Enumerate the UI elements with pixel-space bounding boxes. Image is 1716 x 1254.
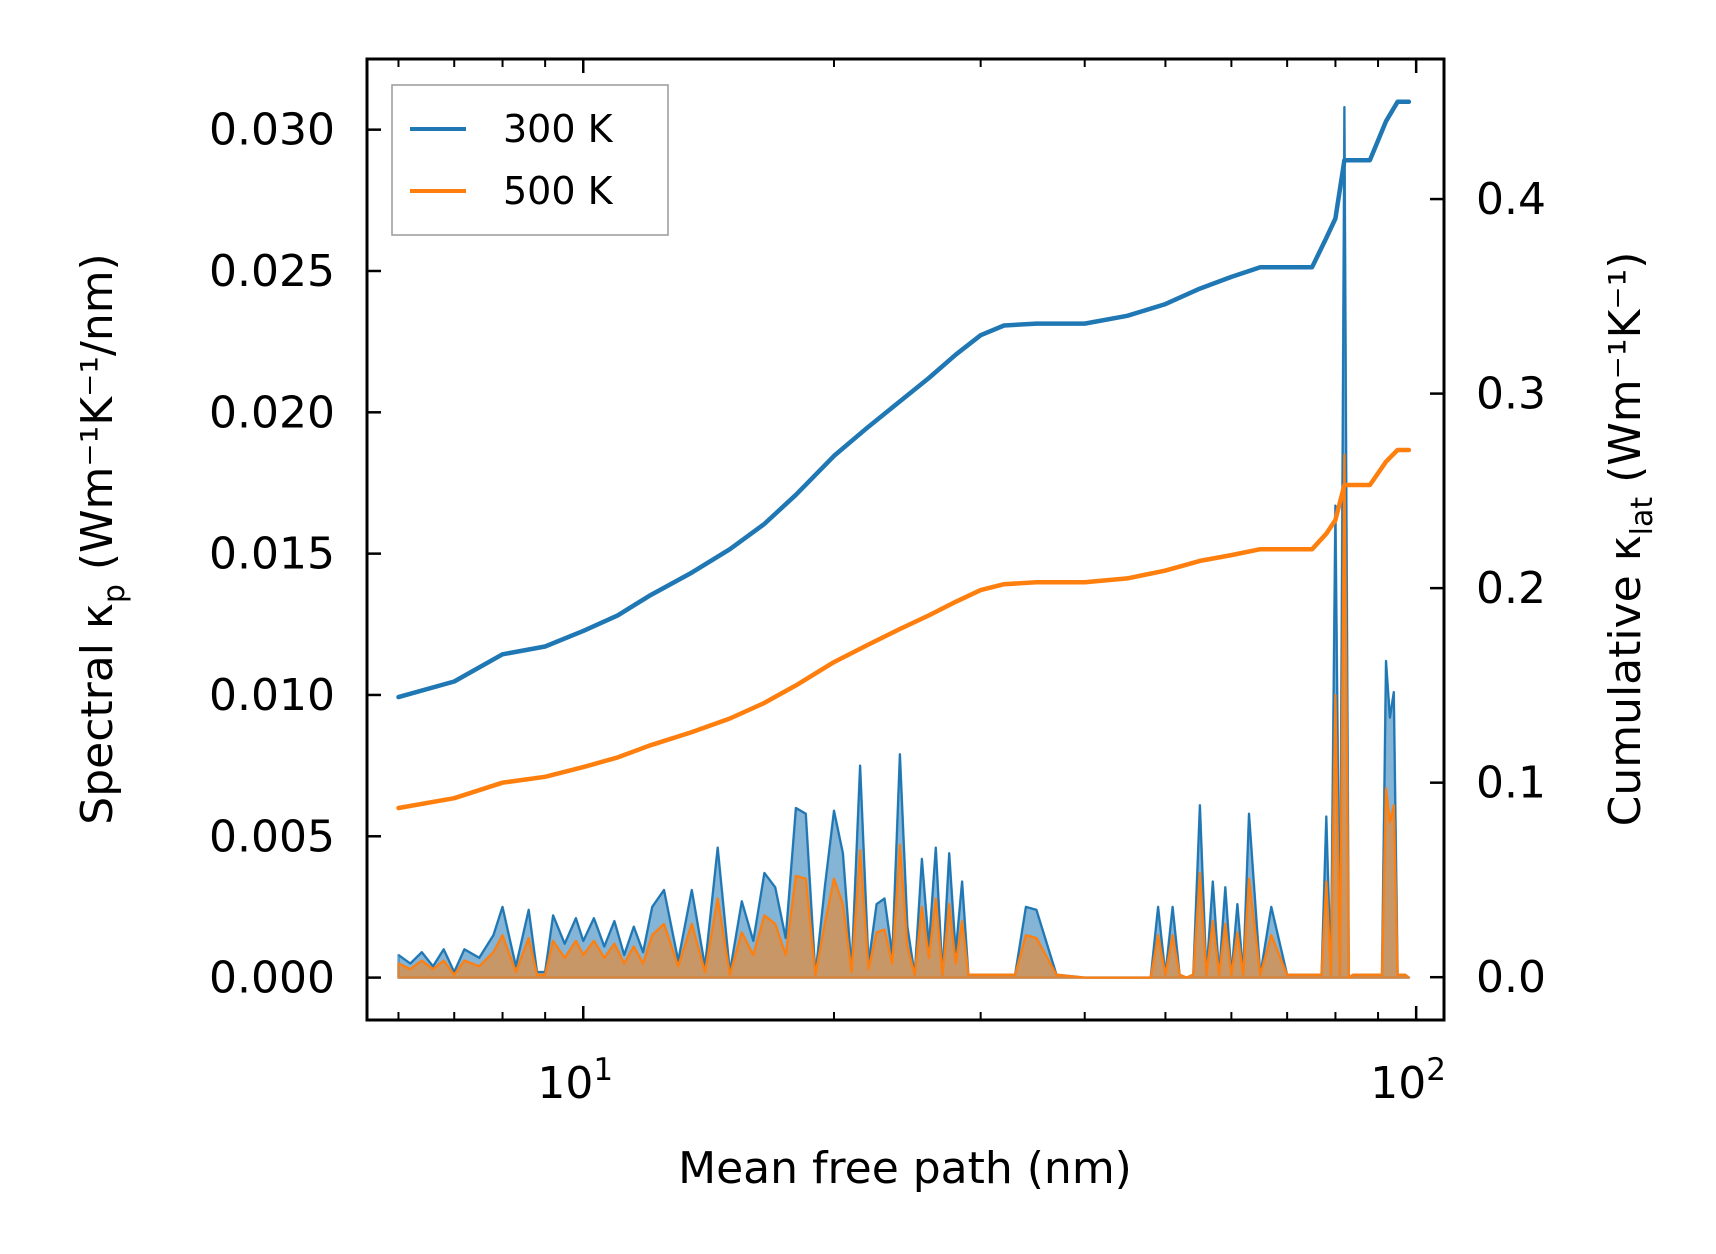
right-y-tick-label: 0.1 [1476,758,1546,809]
x-tick-label: 101 [537,1052,613,1109]
legend-label-500k: 500 K [503,169,614,213]
left-y-tick-label: 0.000 [209,953,335,1004]
plot-area [396,99,1412,979]
right-y-title-unit: Wm⁻¹K⁻¹ [1600,269,1651,466]
x-tick-label: 102 [1370,1052,1446,1109]
right-y-tick-label: 0.4 [1476,174,1546,225]
x-tick-label-exponent: 2 [1426,1052,1446,1088]
left-y-tick-label: 0.030 [209,105,335,156]
left-y-tick-label: 0.020 [209,387,335,438]
x-axis-title: Mean free path (nm) [678,1143,1132,1194]
right-y-title-sub: lat [1625,497,1660,536]
ticks-layer: 0.000 0.005 0.010 0.015 0.020 0.025 0.030 0.0 0.… [209,59,1546,1109]
left-y-tick-label: 0.005 [209,811,335,862]
x-tick-label-base: 10 [537,1058,593,1109]
right-y-title-main: Cumulative κ [1600,535,1651,826]
x-tick-label-exponent: 1 [593,1052,613,1088]
right-y-axis-title: Cumulative κlat (Wm⁻¹K⁻¹) [1600,252,1660,827]
left-y-tick-label: 0.010 [209,670,335,721]
legend: 300 K 500 K [391,84,669,236]
legend-label-300k: 300 K [503,107,614,151]
left-y-title-unit: Wm⁻¹K⁻¹/nm [72,270,123,553]
left-y-tick-label: 0.015 [209,529,335,580]
cumulative-line-500k [396,447,1412,811]
cumulative-line-300k [396,99,1412,700]
legend-box [391,84,669,236]
left-y-title-main: Spectral κ [72,603,123,825]
right-y-tick-label: 0.2 [1476,563,1546,614]
plot-frame [365,57,1446,1022]
left-y-tick-label: 0.025 [209,246,335,297]
left-y-title-sub: p [97,584,132,603]
right-y-tick-label: 0.0 [1476,952,1546,1003]
x-tick-label-base: 10 [1370,1058,1426,1109]
spectral-line-500k [398,453,1410,979]
left-y-axis-title: Spectral κp (Wm⁻¹K⁻¹/nm) [72,253,132,824]
right-y-tick-label: 0.3 [1476,369,1546,420]
